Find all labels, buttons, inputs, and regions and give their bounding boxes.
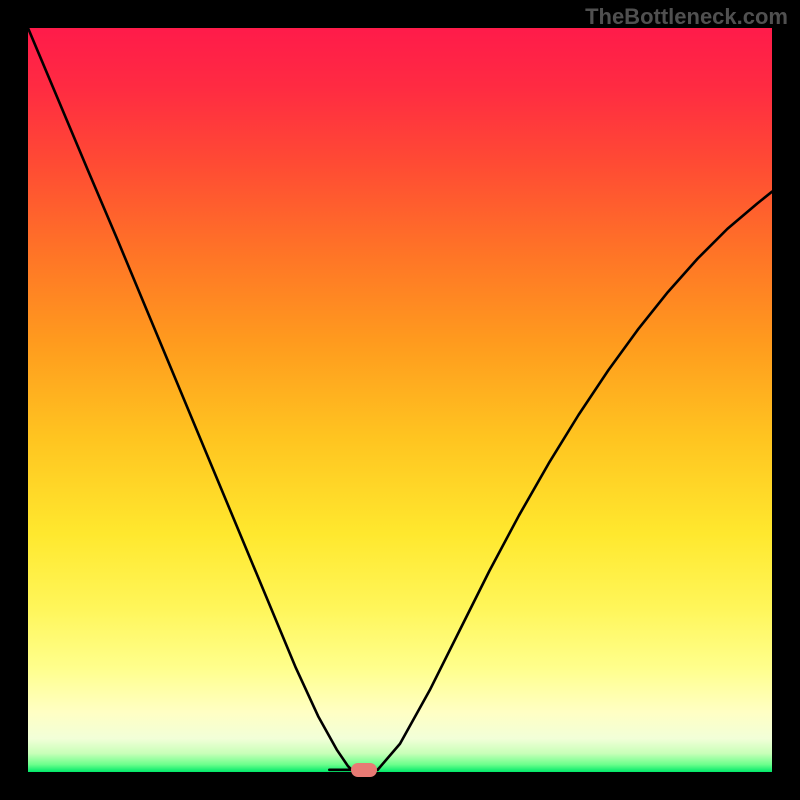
bottleneck-marker xyxy=(351,763,377,777)
bottleneck-curve-svg xyxy=(28,28,772,772)
watermark-text: TheBottleneck.com xyxy=(585,4,788,30)
canvas-root: TheBottleneck.com xyxy=(0,0,800,800)
bottleneck-curve-right xyxy=(378,192,772,770)
plot-area xyxy=(28,28,772,772)
bottleneck-curve-left xyxy=(28,28,354,772)
